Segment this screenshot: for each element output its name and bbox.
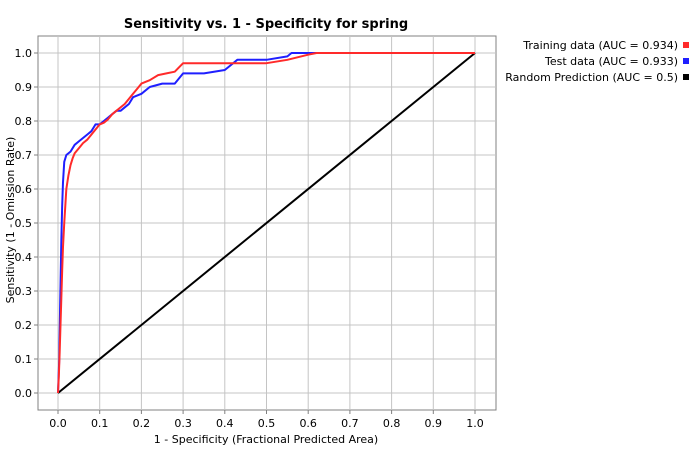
axis-ticks: 0.0 0.1 0.2 0.3 0.4 0.5 0.6 0.7 0.8 0.9 1.0 0.0 0.1 0… — [15, 47, 484, 430]
y-tick-label: 0.1 — [15, 353, 33, 366]
x-tick-label: 0.6 — [299, 417, 317, 430]
y-tick-label: 0.2 — [15, 319, 33, 332]
legend-label-1: Test data (AUC = 0.933) — [544, 55, 678, 68]
x-axis-label: 1 - Specificity (Fractional Predicted Ar… — [154, 433, 378, 446]
grid-lines — [38, 36, 496, 410]
x-tick-label: 0.9 — [425, 417, 443, 430]
y-tick-label: 0.8 — [15, 115, 33, 128]
x-tick-label: 0.4 — [216, 417, 234, 430]
y-tick-label: 0.5 — [15, 217, 33, 230]
x-tick-label: 0.0 — [49, 417, 67, 430]
chart-title: Sensitivity vs. 1 - Specificity for spri… — [124, 17, 408, 32]
y-axis-label: Sensitivity (1 - Omission Rate) — [4, 137, 17, 304]
x-tick-label: 0.7 — [341, 417, 359, 430]
y-tick-label: 0.4 — [15, 251, 33, 264]
legend: Training data (AUC = 0.934) Test data (AU… — [505, 39, 689, 84]
y-tick-label: 0.9 — [15, 81, 33, 94]
series-lines — [57, 52, 476, 394]
x-tick-label: 1.0 — [466, 417, 484, 430]
legend-label-0: Training data (AUC = 0.934) — [522, 39, 678, 52]
y-tick-label: 0.3 — [15, 285, 33, 298]
x-tick-label: 0.1 — [91, 417, 109, 430]
y-tick-label: 1.0 — [15, 47, 33, 60]
legend-swatch-0 — [683, 42, 689, 48]
series-line-0 — [57, 52, 475, 394]
y-tick-label: 0.0 — [15, 387, 33, 400]
series-line-2 — [57, 52, 476, 394]
legend-swatch-2 — [683, 74, 689, 80]
x-tick-label: 0.2 — [133, 417, 151, 430]
legend-swatch-1 — [683, 58, 689, 64]
series-line-1 — [57, 52, 475, 394]
x-tick-label: 0.3 — [174, 417, 192, 430]
x-tick-label: 0.5 — [258, 417, 276, 430]
y-tick-label: 0.7 — [15, 149, 33, 162]
y-tick-label: 0.6 — [15, 183, 33, 196]
legend-label-2: Random Prediction (AUC = 0.5) — [505, 71, 678, 84]
x-tick-label: 0.8 — [383, 417, 401, 430]
